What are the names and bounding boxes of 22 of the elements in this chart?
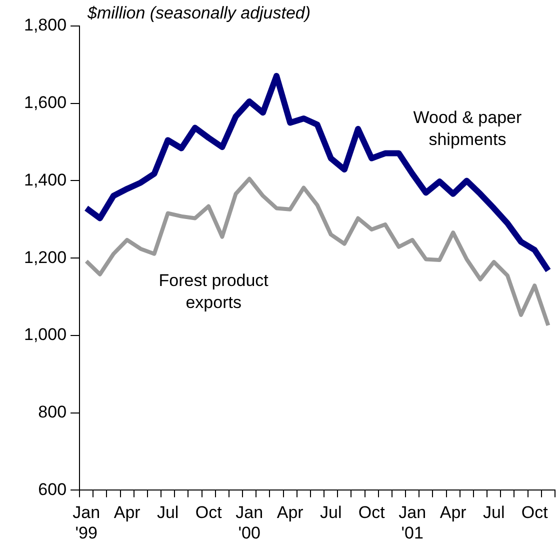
- y-tick-label: 1,400: [24, 170, 67, 190]
- y-tick-label: 600: [38, 480, 67, 499]
- x-tick-label: Apr: [440, 503, 467, 522]
- y-tick-label: 1,800: [24, 16, 67, 35]
- x-tick-label: Jul: [156, 503, 179, 522]
- x-tick-label: Oct: [358, 503, 386, 522]
- series-label: Wood & paper shipments: [413, 108, 522, 149]
- x-tick-label: Oct: [195, 503, 222, 522]
- y-tick-label: 1,000: [24, 325, 67, 344]
- y-tick-label: 800: [38, 402, 67, 422]
- y-tick-label: 1,600: [24, 93, 67, 112]
- x-tick-label: Jan '99: [72, 503, 100, 542]
- x-tick-label: Jan '00: [236, 503, 264, 542]
- x-tick-label: Apr: [114, 503, 141, 522]
- x-tick-label: Oct: [521, 503, 548, 522]
- series-label: Forest product exports: [158, 270, 269, 312]
- x-tick-label: Jul: [483, 503, 505, 522]
- y-axis-title: $million (seasonally adjusted): [86, 4, 311, 23]
- y-tick-label: 1,200: [24, 248, 67, 267]
- x-tick-label: Jul: [320, 503, 342, 522]
- x-tick-label: Apr: [276, 503, 304, 522]
- x-tick-label: Jan '01: [398, 503, 426, 542]
